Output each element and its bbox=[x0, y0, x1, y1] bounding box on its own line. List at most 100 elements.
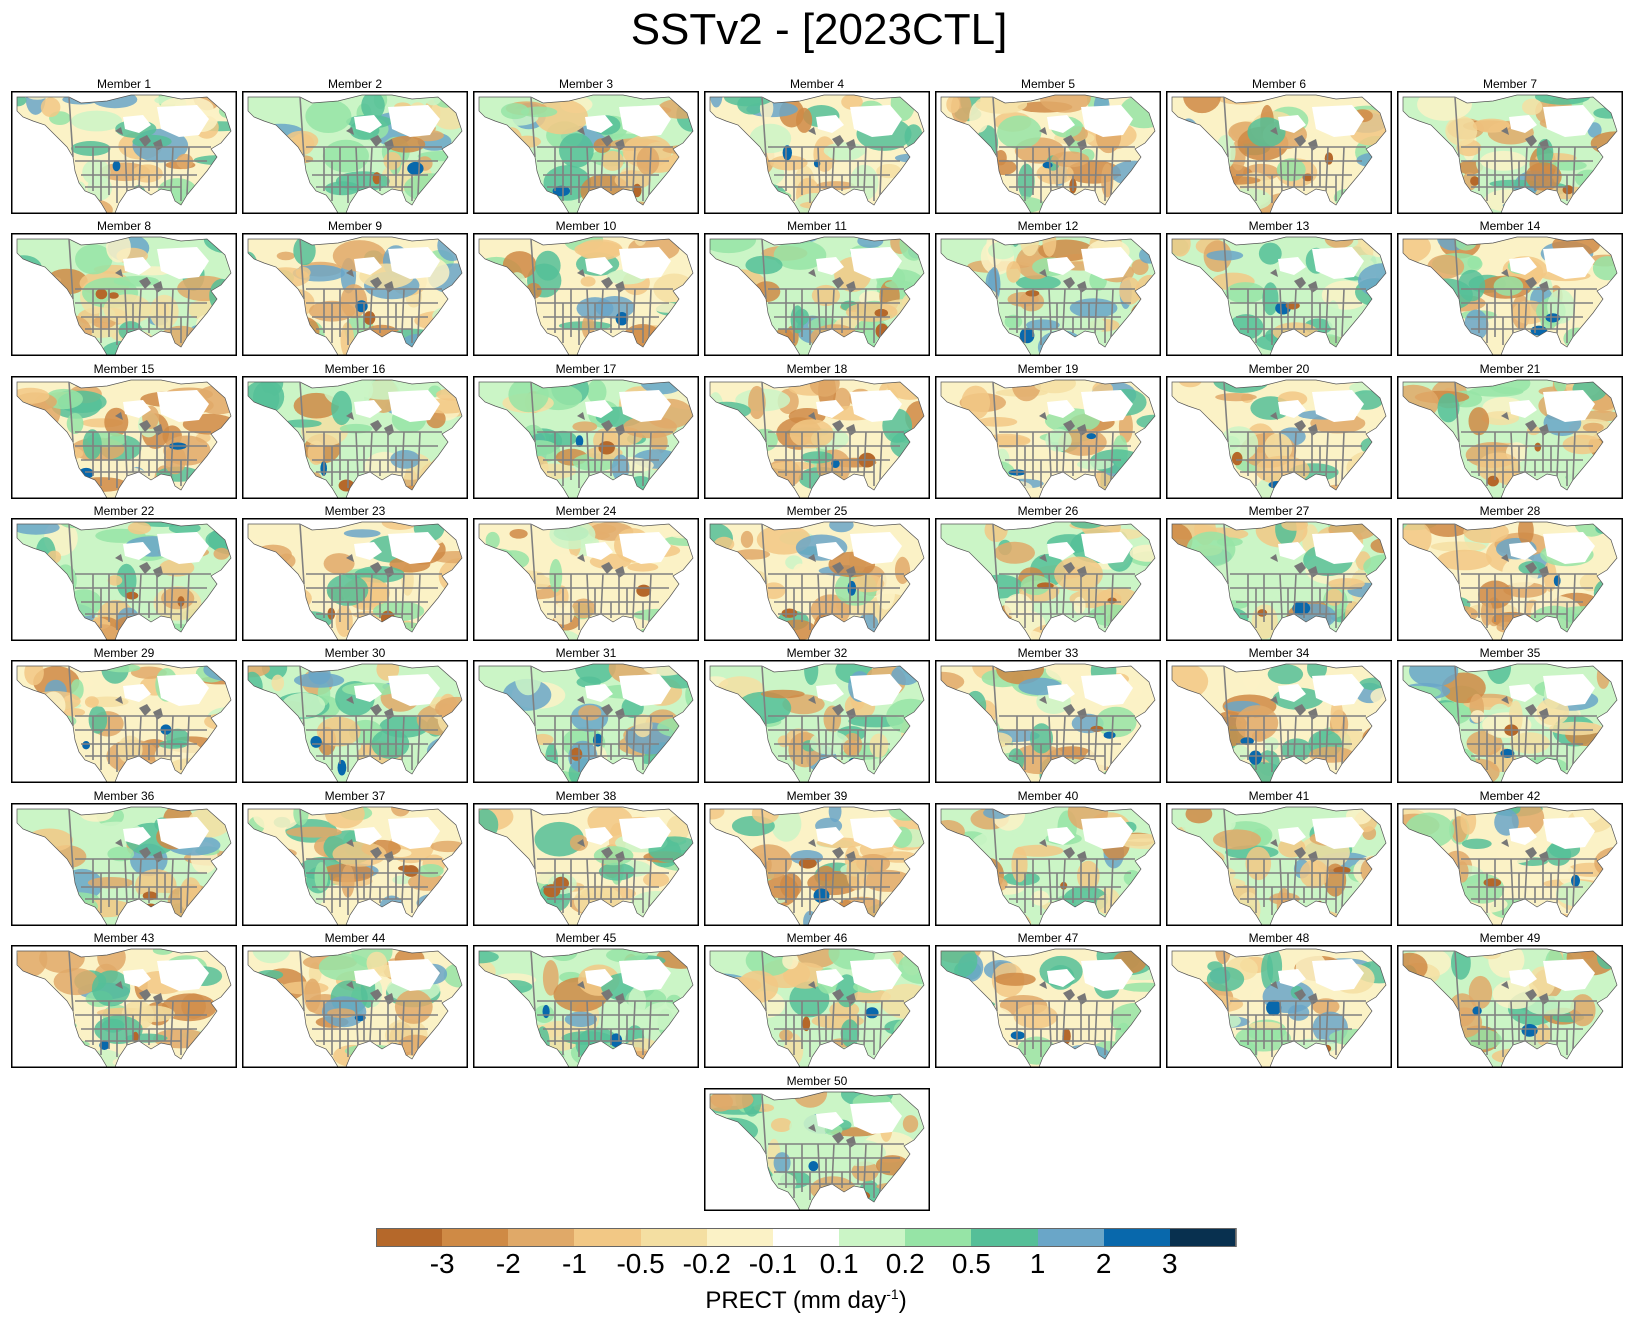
precip-anomaly-map bbox=[11, 233, 237, 356]
member-panel-label: Member 40 bbox=[1017, 789, 1079, 803]
member-panel-label: Member 19 bbox=[1017, 362, 1079, 376]
member-panel-14: Member 14 bbox=[1397, 219, 1623, 356]
member-panel-16: Member 16 bbox=[242, 362, 468, 499]
member-panel-label: Member 46 bbox=[786, 931, 848, 945]
member-panel-8: Member 8 bbox=[11, 219, 237, 356]
member-panel-17: Member 17 bbox=[473, 362, 699, 499]
member-panel-label: Member 39 bbox=[786, 789, 848, 803]
precip-anomaly-map bbox=[242, 376, 468, 499]
precip-anomaly-map bbox=[1166, 91, 1392, 214]
member-panel-11: Member 11 bbox=[704, 219, 930, 356]
member-panel-23: Member 23 bbox=[242, 504, 468, 641]
precip-anomaly-map bbox=[1397, 945, 1623, 1068]
precip-anomaly-map bbox=[242, 518, 468, 641]
member-panel-label: Member 15 bbox=[93, 362, 155, 376]
precip-anomaly-map bbox=[935, 233, 1161, 356]
member-panel-32: Member 32 bbox=[704, 646, 930, 783]
member-panel-label: Member 2 bbox=[327, 77, 383, 91]
member-panel-label: Member 12 bbox=[1017, 219, 1079, 233]
member-panel-4: Member 4 bbox=[704, 77, 930, 214]
precip-anomaly-map bbox=[242, 233, 468, 356]
member-panel-label: Member 4 bbox=[789, 77, 845, 91]
precip-anomaly-map bbox=[935, 945, 1161, 1068]
precip-anomaly-map bbox=[1397, 376, 1623, 499]
colorbar-tick-label: -3 bbox=[429, 1248, 455, 1279]
precip-anomaly-map bbox=[473, 803, 699, 926]
colorbar-label-end: ) bbox=[898, 1287, 907, 1314]
member-panel-3: Member 3 bbox=[473, 77, 699, 214]
member-panel-35: Member 35 bbox=[1397, 646, 1623, 783]
member-panel-49: Member 49 bbox=[1397, 931, 1623, 1068]
colorbar-frame bbox=[376, 1228, 1236, 1247]
precip-anomaly-map bbox=[242, 91, 468, 214]
member-panel-45: Member 45 bbox=[473, 931, 699, 1068]
member-panel-47: Member 47 bbox=[935, 931, 1161, 1068]
member-panel-29: Member 29 bbox=[11, 646, 237, 783]
member-panel-label: Member 42 bbox=[1479, 789, 1541, 803]
member-panel-40: Member 40 bbox=[935, 789, 1161, 926]
precip-anomaly-map bbox=[1397, 518, 1623, 641]
precip-anomaly-map bbox=[1166, 803, 1392, 926]
precip-anomaly-map bbox=[473, 660, 699, 783]
member-panel-label: Member 27 bbox=[1248, 504, 1310, 518]
precip-anomaly-map bbox=[935, 518, 1161, 641]
precip-anomaly-map bbox=[704, 233, 930, 356]
member-panel-37: Member 37 bbox=[242, 789, 468, 926]
member-panel-label: Member 25 bbox=[786, 504, 848, 518]
member-panel-label: Member 3 bbox=[558, 77, 614, 91]
precip-anomaly-map bbox=[242, 660, 468, 783]
precip-anomaly-map bbox=[935, 660, 1161, 783]
member-panel-label: Member 11 bbox=[787, 219, 847, 233]
member-panel-26: Member 26 bbox=[935, 504, 1161, 641]
precip-anomaly-map bbox=[242, 945, 468, 1068]
member-panel-label: Member 32 bbox=[786, 646, 848, 660]
precip-anomaly-map bbox=[935, 91, 1161, 214]
colorbar-tick-label: -0.5 bbox=[616, 1248, 665, 1279]
precip-anomaly-map bbox=[1397, 233, 1623, 356]
member-panel-label: Member 33 bbox=[1017, 646, 1079, 660]
member-panel-2: Member 2 bbox=[242, 77, 468, 214]
member-panel-label: Member 48 bbox=[1248, 931, 1310, 945]
member-panel-33: Member 33 bbox=[935, 646, 1161, 783]
member-panel-label: Member 47 bbox=[1017, 931, 1079, 945]
precip-anomaly-map bbox=[1397, 803, 1623, 926]
member-panel-label: Member 24 bbox=[555, 504, 617, 518]
member-panel-25: Member 25 bbox=[704, 504, 930, 641]
member-panel-41: Member 41 bbox=[1166, 789, 1392, 926]
member-panel-22: Member 22 bbox=[11, 504, 237, 641]
member-panel-24: Member 24 bbox=[473, 504, 699, 641]
member-panel-label: Member 21 bbox=[1479, 362, 1541, 376]
precip-anomaly-map bbox=[704, 660, 930, 783]
member-panel-50: Member 50 bbox=[704, 1074, 930, 1211]
member-panel-label: Member 6 bbox=[1251, 77, 1307, 91]
member-panel-48: Member 48 bbox=[1166, 931, 1392, 1068]
precip-anomaly-map bbox=[11, 518, 237, 641]
member-panel-label: Member 16 bbox=[324, 362, 386, 376]
colorbar-tick-label: -2 bbox=[495, 1248, 521, 1279]
member-panel-label: Member 35 bbox=[1479, 646, 1541, 660]
precip-anomaly-map bbox=[11, 803, 237, 926]
precip-anomaly-map bbox=[473, 518, 699, 641]
member-panel-label: Member 29 bbox=[93, 646, 155, 660]
member-panel-label: Member 23 bbox=[324, 504, 386, 518]
member-panel-42: Member 42 bbox=[1397, 789, 1623, 926]
member-panel-label: Member 37 bbox=[324, 789, 386, 803]
colorbar-label: PRECT (mm day-1) bbox=[376, 1280, 1236, 1315]
colorbar-tick-label: 1 bbox=[1029, 1248, 1046, 1279]
precip-anomaly-map bbox=[704, 945, 930, 1068]
precip-anomaly-map bbox=[11, 91, 237, 214]
member-panel-label: Member 30 bbox=[324, 646, 386, 660]
precip-anomaly-map bbox=[1166, 945, 1392, 1068]
member-panel-label: Member 44 bbox=[324, 931, 386, 945]
colorbar-tick-label: 0.5 bbox=[951, 1248, 991, 1279]
colorbar-swatch bbox=[1169, 1228, 1237, 1247]
member-panel-21: Member 21 bbox=[1397, 362, 1623, 499]
member-panel-label: Member 20 bbox=[1248, 362, 1310, 376]
precip-anomaly-map bbox=[935, 803, 1161, 926]
member-panel-19: Member 19 bbox=[935, 362, 1161, 499]
member-panel-9: Member 9 bbox=[242, 219, 468, 356]
precip-anomaly-map bbox=[704, 803, 930, 926]
precip-anomaly-map bbox=[11, 945, 237, 1068]
member-panel-label: Member 26 bbox=[1017, 504, 1079, 518]
precip-anomaly-map bbox=[11, 660, 237, 783]
